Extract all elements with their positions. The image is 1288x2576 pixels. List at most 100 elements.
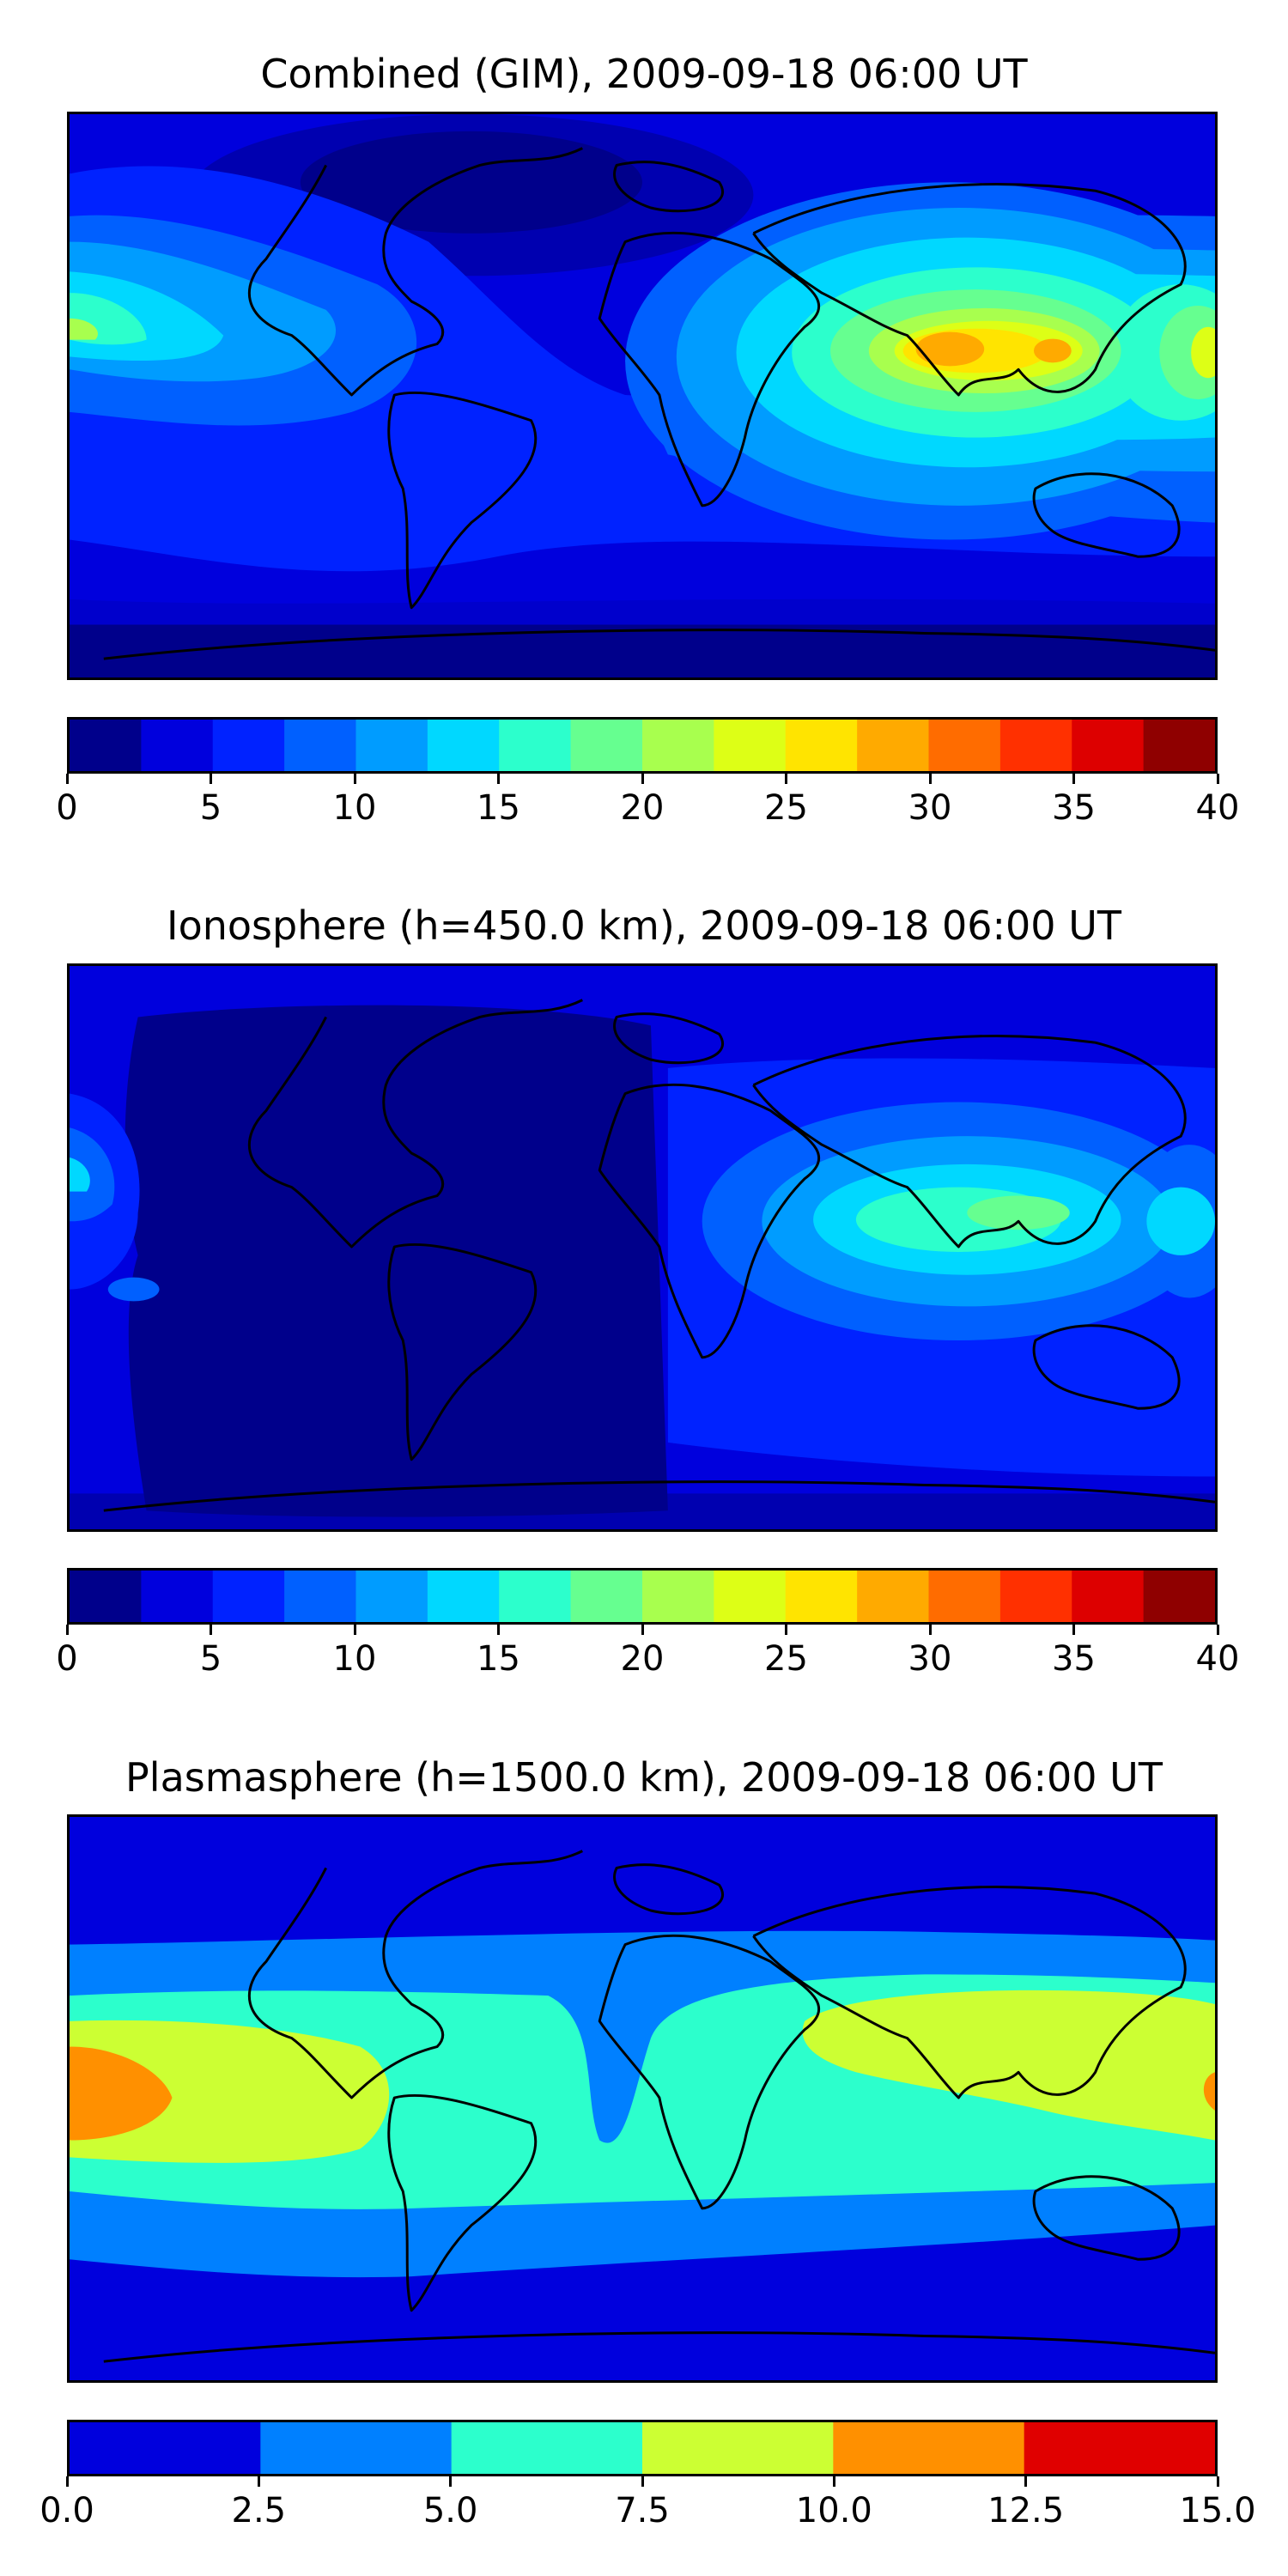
colorbar-tick-mark <box>641 2476 644 2487</box>
colorbar-swatch <box>212 720 285 771</box>
coastlines <box>103 999 1215 1512</box>
colorbar-tick-label: 30 <box>908 788 952 828</box>
colorbar-tick-label: 35 <box>1052 788 1096 828</box>
colorbar-swatch <box>857 720 930 771</box>
colorbar-swatch <box>427 1571 500 1622</box>
colorbar-tick-mark <box>257 2476 260 2487</box>
colorbar-tick-mark <box>785 1625 787 1635</box>
panel-title-ionosphere: Ionosphere (h=450.0 km), 2009-09-18 06:0… <box>167 902 1121 949</box>
colorbar-tick-label: 5 <box>199 788 222 828</box>
colorbar-tick-label: 15 <box>477 1639 520 1679</box>
panel-title-combined: Combined (GIM), 2009-09-18 06:00 UT <box>260 51 1028 97</box>
colorbar-tick-mark <box>353 774 356 784</box>
colorbar-swatch <box>499 1571 572 1622</box>
colorbar-swatch <box>141 1571 214 1622</box>
panel-title-plasmasphere: Plasmasphere (h=1500.0 km), 2009-09-18 0… <box>125 1754 1163 1801</box>
colorbar-ticks-plasmasphere: 0.0 2.5 5.0 7.5 10.0 12.5 15.0 <box>39 2476 1256 2537</box>
colorbar-swatch <box>785 720 858 771</box>
colorbar-tick-label: 15.0 <box>1179 2491 1256 2530</box>
colorbar-tick-mark <box>641 1625 644 1635</box>
colorbar-tick-mark <box>1072 774 1075 784</box>
colorbar-tick-mark <box>832 2476 835 2487</box>
colorbar-swatch <box>999 1571 1072 1622</box>
colorbar-swatch <box>451 2422 643 2474</box>
colorbar-tick-mark <box>65 1625 69 1635</box>
coastlines <box>103 1850 1215 2363</box>
colorbar-swatch <box>260 2422 453 2474</box>
colorbar-tick-mark <box>497 1625 500 1635</box>
colorbar-swatch <box>212 1571 285 1622</box>
colorbar-swatch <box>1143 1571 1215 1622</box>
coastlines <box>103 147 1215 660</box>
colorbar-swatch <box>355 1571 428 1622</box>
colorbar-swatch <box>999 720 1072 771</box>
colorbar-swatch <box>714 720 787 771</box>
colorbar-tick-mark <box>497 774 500 784</box>
colorbar-swatch <box>1024 2422 1215 2474</box>
colorbar-swatch <box>570 720 643 771</box>
colorbar-swatch <box>642 720 714 771</box>
colorbar-tick-label: 0.0 <box>39 2491 94 2530</box>
colorbar-swatch <box>928 720 1001 771</box>
colorbar-swatch <box>70 1571 142 1622</box>
colorbar-tick-label: 25 <box>764 788 808 828</box>
colorbar-tick-label: 10.0 <box>795 2491 872 2530</box>
colorbar-tick-mark <box>353 1625 356 1635</box>
colorbar-swatches-combined <box>70 720 1215 771</box>
colorbar-tick-mark <box>65 2476 69 2487</box>
colorbar-tick-label: 20 <box>620 788 665 828</box>
colorbar-tick-mark <box>1072 1625 1075 1635</box>
colorbar-tick-label: 0 <box>56 1639 78 1679</box>
colorbar-tick-mark <box>210 1625 212 1635</box>
colorbar-plasmasphere <box>67 2420 1218 2476</box>
colorbar-swatch <box>427 720 500 771</box>
colorbar-swatch <box>857 1571 930 1622</box>
colorbar-swatch <box>570 1571 643 1622</box>
colorbar-swatch <box>928 1571 1001 1622</box>
colorbar-tick-mark <box>1024 2476 1028 2487</box>
colorbar-tick-label: 35 <box>1052 1639 1096 1679</box>
colorbar-tick-label: 0 <box>56 788 78 828</box>
tec-contour-map-plasmasphere <box>70 1817 1215 2380</box>
colorbar-swatch <box>785 1571 858 1622</box>
colorbar-tick-mark <box>1216 1625 1219 1635</box>
colorbar-swatch <box>499 720 572 771</box>
colorbar-swatch <box>833 2422 1025 2474</box>
colorbar-tick-label: 40 <box>1195 1639 1240 1679</box>
map-combined <box>67 112 1218 680</box>
colorbar-ionosphere <box>67 1568 1218 1625</box>
colorbar-combined <box>67 717 1218 774</box>
colorbar-swatch <box>642 2422 834 2474</box>
colorbar-swatch <box>642 1571 714 1622</box>
colorbar-swatch <box>1072 720 1145 771</box>
tec-contour-map-combined <box>70 114 1215 677</box>
colorbar-swatch <box>284 720 357 771</box>
colorbar-tick-label: 40 <box>1195 788 1240 828</box>
colorbar-tick-mark <box>449 2476 453 2487</box>
colorbar-tick-label: 30 <box>908 1639 952 1679</box>
colorbar-tick-label: 20 <box>620 1639 665 1679</box>
colorbar-ticks-combined: 0 5 10 15 20 25 30 35 40 <box>56 774 1239 834</box>
colorbar-tick-label: 5 <box>199 1639 222 1679</box>
colorbar-swatch <box>70 720 142 771</box>
colorbar-tick-label: 2.5 <box>231 2491 287 2530</box>
colorbar-swatches-plasmasphere <box>70 2422 1215 2474</box>
colorbar-swatch <box>284 1571 357 1622</box>
colorbar-tick-label: 25 <box>764 1639 808 1679</box>
colorbar-tick-mark <box>928 774 932 784</box>
colorbar-tick-label: 5.0 <box>422 2491 478 2530</box>
colorbar-swatch <box>1072 1571 1145 1622</box>
colorbar-tick-label: 15 <box>477 788 520 828</box>
colorbar-tick-mark <box>1216 2476 1219 2487</box>
colorbar-swatch <box>70 2422 261 2474</box>
colorbar-tick-mark <box>785 774 787 784</box>
colorbar-tick-mark <box>1216 774 1219 784</box>
colorbar-swatch <box>714 1571 787 1622</box>
colorbar-tick-mark <box>928 1625 932 1635</box>
tec-contour-map-ionosphere <box>70 966 1215 1529</box>
colorbar-tick-label: 7.5 <box>615 2491 670 2530</box>
colorbar-swatch <box>1143 720 1215 771</box>
colorbar-tick-mark <box>210 774 212 784</box>
colorbar-tick-label: 10 <box>332 1639 377 1679</box>
colorbar-swatch <box>355 720 428 771</box>
